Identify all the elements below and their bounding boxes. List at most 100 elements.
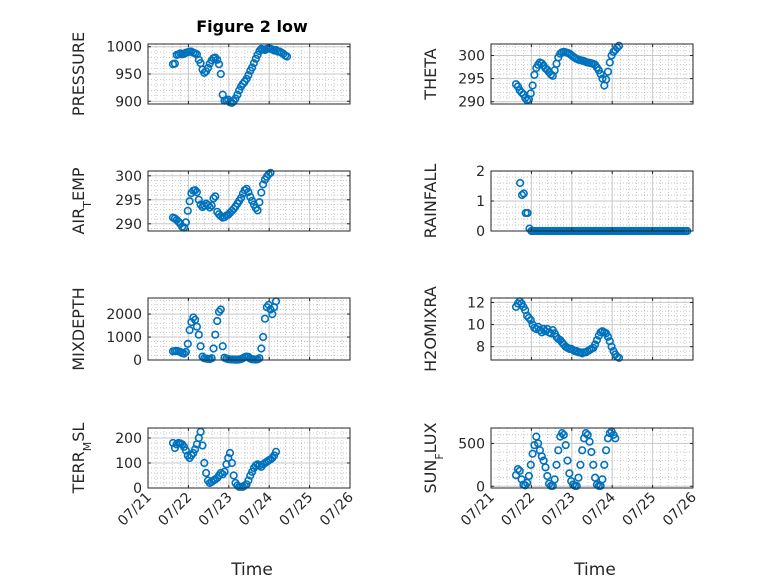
data-point (528, 81, 537, 90)
data-point (581, 429, 591, 438)
y-tick-label: 300 (458, 49, 485, 65)
data-point (192, 188, 201, 197)
data-point (225, 448, 235, 458)
tick-marks (490, 428, 694, 488)
data-series (168, 427, 281, 491)
data-point (227, 458, 236, 468)
data-point (229, 471, 238, 480)
y-axis-label: PRESSURE (69, 32, 88, 116)
y-tick-label: 950 (115, 67, 142, 83)
data-point (607, 342, 616, 351)
data-point (213, 316, 222, 326)
data-point (209, 344, 218, 353)
x-tick-label: 07/24 (579, 489, 619, 529)
y-tick-label: 295 (115, 193, 142, 209)
data-point (587, 447, 596, 457)
y-tick-label: 0 (133, 353, 142, 369)
y-tick-label: 8 (476, 340, 485, 356)
data-point (517, 88, 526, 97)
data-point (601, 75, 611, 84)
figure-title: Figure 2 low (196, 17, 308, 36)
tick-marks (147, 171, 351, 231)
y-axis-label: H2OMIXRA (421, 286, 440, 372)
data-point (237, 193, 246, 202)
data-point (519, 189, 528, 198)
data-point (218, 342, 227, 351)
axes-box (490, 427, 694, 489)
panel-2: 290 295 300 THETA (421, 41, 694, 111)
data-point (589, 460, 598, 470)
axes-box (147, 427, 351, 489)
panel-4: 0 1 2 RAINFALL (421, 164, 694, 240)
y-tick-label: 1 (476, 194, 485, 210)
data-point (220, 467, 229, 476)
tick-marks (490, 298, 694, 360)
data-point (181, 446, 190, 455)
y-axis-label: TERRMSL (69, 423, 94, 495)
data-series (511, 297, 624, 362)
data-point (552, 460, 561, 470)
data-point (528, 449, 537, 458)
x-tick-label: 07/25 (277, 490, 317, 530)
x-tick-label: 07/22 (155, 490, 195, 530)
data-point (596, 69, 605, 79)
y-axis-label: RAINFALL (421, 164, 440, 239)
data-point (565, 469, 574, 478)
panel-3: 290 295 300 AIRTEMP (69, 167, 351, 235)
x-tick-label: 07/22 (498, 490, 538, 530)
data-point (235, 86, 244, 95)
data-point (614, 353, 624, 362)
axes-box (147, 170, 351, 232)
data-point (181, 218, 190, 227)
data-point (515, 178, 525, 188)
data-point (211, 192, 220, 201)
tick-marks (147, 428, 351, 489)
y-axis-label: AIRTEMP (69, 167, 94, 234)
data-point (207, 354, 216, 363)
panel-1: 900 950 1000 PRESSURE (69, 32, 351, 116)
panel-6: 8 10 12 H2OMIXRA (421, 286, 694, 372)
data-point (200, 458, 209, 468)
data-point (233, 90, 242, 99)
data-point (605, 58, 614, 67)
y-tick-label: 2000 (106, 307, 142, 323)
data-point (207, 201, 216, 210)
x-axis-label-right: Time (573, 560, 616, 580)
data-point (603, 67, 613, 76)
data-point (578, 446, 587, 455)
data-point (255, 354, 264, 363)
data-point (185, 197, 194, 206)
data-point (183, 339, 192, 349)
data-point (202, 468, 211, 478)
data-point (168, 438, 178, 448)
y-tick-label: 500 (458, 436, 485, 452)
data-point (253, 206, 262, 215)
y-tick-label: 0 (476, 224, 485, 240)
x-tick-label: 07/21 (458, 490, 498, 530)
y-tick-label: 1000 (106, 40, 142, 56)
data-point (248, 63, 257, 72)
y-tick-label: 1000 (106, 330, 142, 346)
data-point (216, 212, 225, 221)
data-point (513, 465, 523, 474)
axes-box (490, 43, 694, 105)
data-point (526, 460, 535, 470)
data-point (561, 441, 570, 450)
x-axis-label-left: Time (230, 560, 273, 580)
minor-grid (148, 170, 350, 231)
data-point (554, 446, 563, 455)
tick-marks (147, 298, 351, 361)
data-point (600, 460, 609, 470)
data-point (603, 332, 613, 341)
data-point (614, 41, 624, 50)
data-point (205, 203, 214, 212)
data-point (523, 208, 532, 218)
tick-marks (490, 44, 694, 104)
data-point (515, 466, 524, 476)
y-axis-label: SUNFLUX (421, 422, 446, 493)
minor-grid (148, 298, 350, 360)
y-tick-label: 0 (133, 481, 142, 497)
data-point (535, 326, 545, 335)
data-point (541, 463, 550, 472)
data-point (543, 471, 552, 481)
